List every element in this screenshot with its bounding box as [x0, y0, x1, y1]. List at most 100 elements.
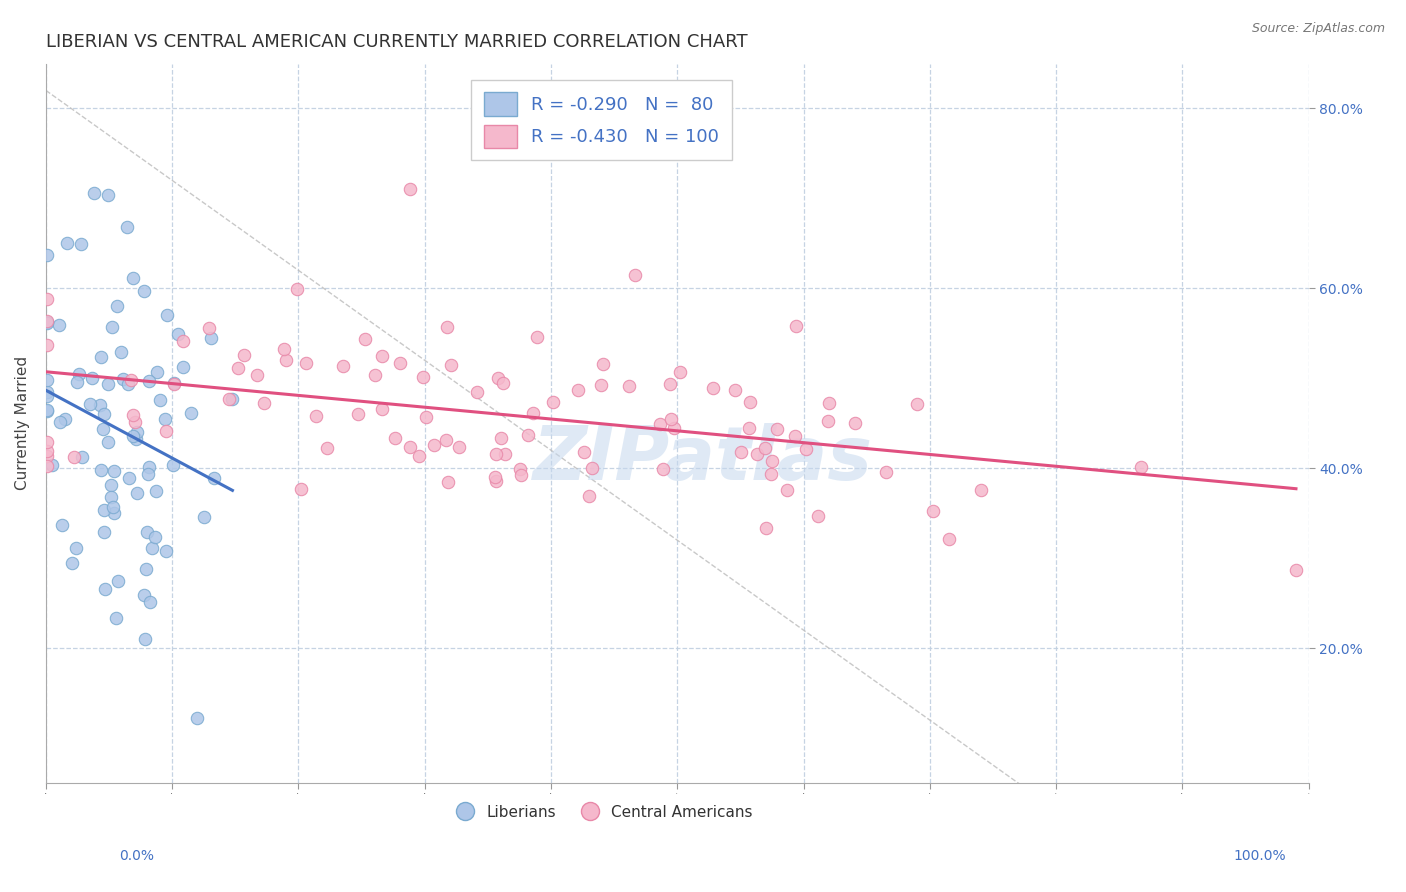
Point [285, 282, 308, 296]
Point [384, 431, 406, 445]
Point [436, 475, 458, 490]
Point [100, 478, 122, 492]
Point [702, 381, 724, 395]
Point [295, 356, 318, 370]
Point [509, 462, 531, 476]
Point [127, 425, 149, 439]
Point [60, 556, 83, 570]
Point [103, 507, 125, 521]
Point [37, 404, 59, 418]
Point [408, 449, 430, 463]
Point [492, 376, 515, 390]
Point [89, 398, 111, 412]
Point [117, 376, 139, 391]
Point [112, 372, 135, 386]
Point [766, 422, 789, 436]
Point [120, 373, 142, 387]
Point [110, 345, 132, 359]
Point [37, 373, 59, 387]
Point [412, 370, 434, 384]
Point [754, 441, 776, 455]
Point [107, 574, 129, 588]
Point [48, 318, 70, 332]
Point [228, 360, 250, 375]
Point [49, 415, 72, 429]
Point [132, 588, 155, 602]
Point [37, 338, 59, 352]
Y-axis label: Currently Married: Currently Married [15, 356, 30, 491]
Point [364, 368, 387, 383]
Point [53, 412, 76, 426]
Point [37, 293, 59, 307]
Point [305, 409, 328, 424]
Point [193, 509, 215, 524]
Point [1130, 460, 1153, 475]
Point [970, 483, 993, 497]
Point [755, 521, 778, 535]
Point [619, 378, 641, 392]
Point [276, 353, 298, 368]
Point [388, 356, 411, 370]
Point [354, 332, 377, 346]
Point [145, 484, 167, 499]
Point [818, 396, 841, 410]
Point [149, 392, 172, 407]
Point [316, 442, 339, 456]
Point [90, 463, 112, 477]
Point [817, 414, 839, 428]
Point [134, 632, 156, 646]
Point [578, 489, 600, 503]
Point [101, 320, 124, 334]
Point [186, 711, 208, 725]
Point [399, 181, 422, 195]
Point [65, 376, 87, 390]
Text: Source: ZipAtlas.com: Source: ZipAtlas.com [1251, 22, 1385, 36]
Point [163, 376, 186, 391]
Point [37, 389, 59, 403]
Point [180, 406, 202, 420]
Point [659, 412, 682, 426]
Point [37, 314, 59, 328]
Point [434, 433, 457, 447]
Point [90, 350, 112, 364]
Point [172, 334, 194, 348]
Point [37, 315, 59, 329]
Text: ZIPatlas: ZIPatlas [533, 423, 873, 496]
Point [37, 316, 59, 330]
Point [371, 349, 394, 363]
Point [37, 248, 59, 262]
Point [155, 544, 177, 558]
Point [415, 409, 437, 424]
Point [759, 467, 782, 482]
Point [156, 308, 179, 322]
Point [651, 462, 673, 476]
Point [146, 365, 169, 379]
Point [905, 397, 928, 411]
Point [37, 444, 59, 458]
Point [139, 594, 162, 608]
Point [510, 468, 533, 483]
Point [623, 268, 645, 282]
Point [423, 438, 446, 452]
Point [440, 358, 463, 372]
Point [143, 530, 166, 544]
Point [589, 378, 612, 392]
Point [449, 440, 471, 454]
Point [37, 434, 59, 449]
Point [794, 442, 817, 456]
Point [436, 320, 458, 334]
Point [370, 402, 392, 417]
Text: LIBERIAN VS CENTRAL AMERICAN CURRENTLY MARRIED CORRELATION CHART: LIBERIAN VS CENTRAL AMERICAN CURRENTLY M… [46, 33, 748, 51]
Point [125, 432, 148, 446]
Point [738, 421, 761, 435]
Point [37, 403, 59, 417]
Point [63, 450, 86, 464]
Point [101, 500, 124, 514]
Point [138, 460, 160, 475]
Point [127, 486, 149, 500]
Point [572, 445, 595, 459]
Point [141, 541, 163, 555]
Point [93, 582, 115, 597]
Point [650, 417, 672, 432]
Point [41, 458, 63, 472]
